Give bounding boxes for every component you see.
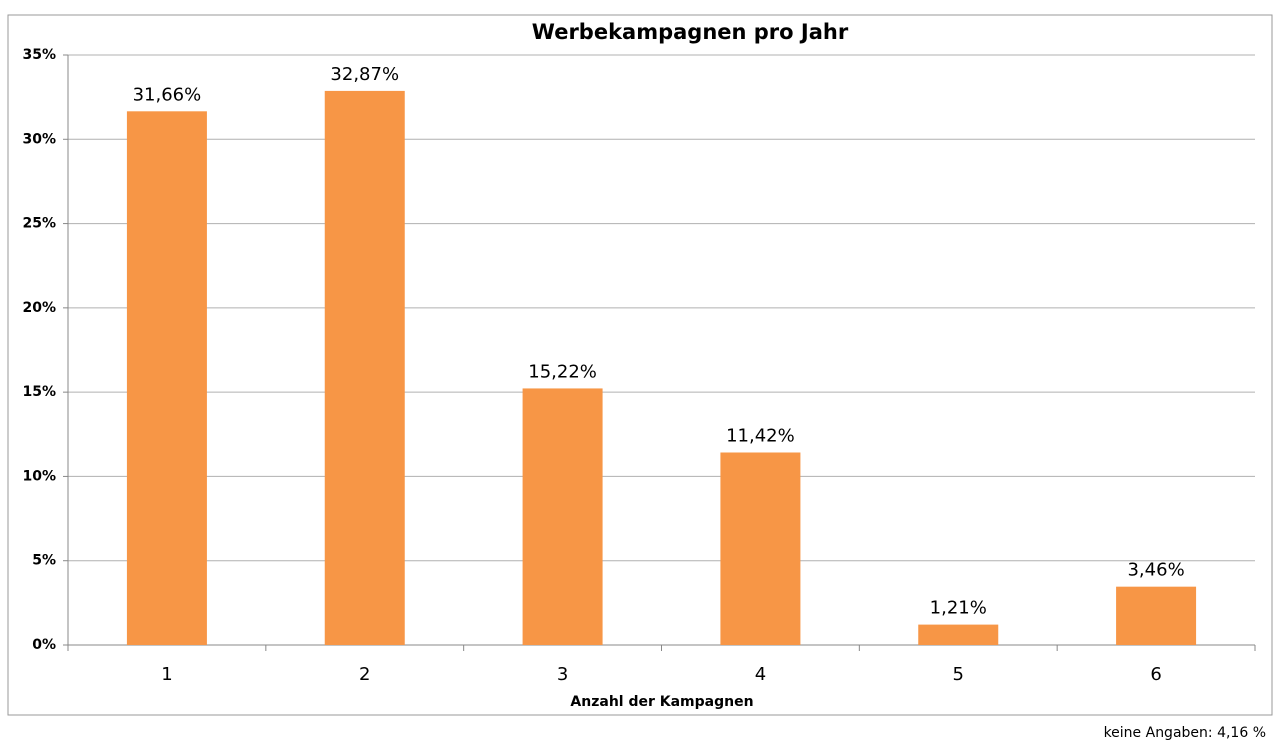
bar (324, 90, 405, 646)
data-label: 15,22% (528, 361, 597, 382)
x-axis-label: Anzahl der Kampagnen (570, 694, 753, 710)
data-label: 31,66% (133, 84, 202, 105)
x-tick-label: 4 (755, 664, 766, 685)
bar (126, 111, 207, 645)
bar (522, 388, 603, 645)
y-tick-label: 35% (22, 47, 56, 63)
x-tick-label: 1 (161, 664, 172, 685)
y-tick-label: 15% (22, 384, 56, 400)
data-label: 1,21% (930, 598, 987, 619)
data-label: 32,87% (330, 64, 399, 85)
y-tick-label: 0% (32, 637, 56, 653)
y-tick-label: 20% (22, 300, 56, 316)
y-tick-label: 10% (22, 468, 56, 484)
footnote: keine Angaben: 4,16 % (1104, 725, 1266, 741)
x-tick-label: 2 (359, 664, 370, 685)
bar (720, 452, 801, 645)
bar (918, 624, 999, 645)
x-tick-label: 6 (1150, 664, 1161, 685)
y-tick-label: 25% (22, 216, 56, 232)
y-tick-label: 30% (22, 131, 56, 147)
x-tick-label: 5 (953, 664, 964, 685)
data-label: 11,42% (726, 425, 795, 446)
chart-title: Werbekampagnen pro Jahr (532, 20, 849, 44)
data-label: 3,46% (1127, 560, 1184, 581)
bar (1116, 586, 1197, 645)
chart-frame (7, 14, 1273, 716)
x-tick-label: 3 (557, 664, 568, 685)
y-tick-label: 5% (32, 553, 56, 569)
